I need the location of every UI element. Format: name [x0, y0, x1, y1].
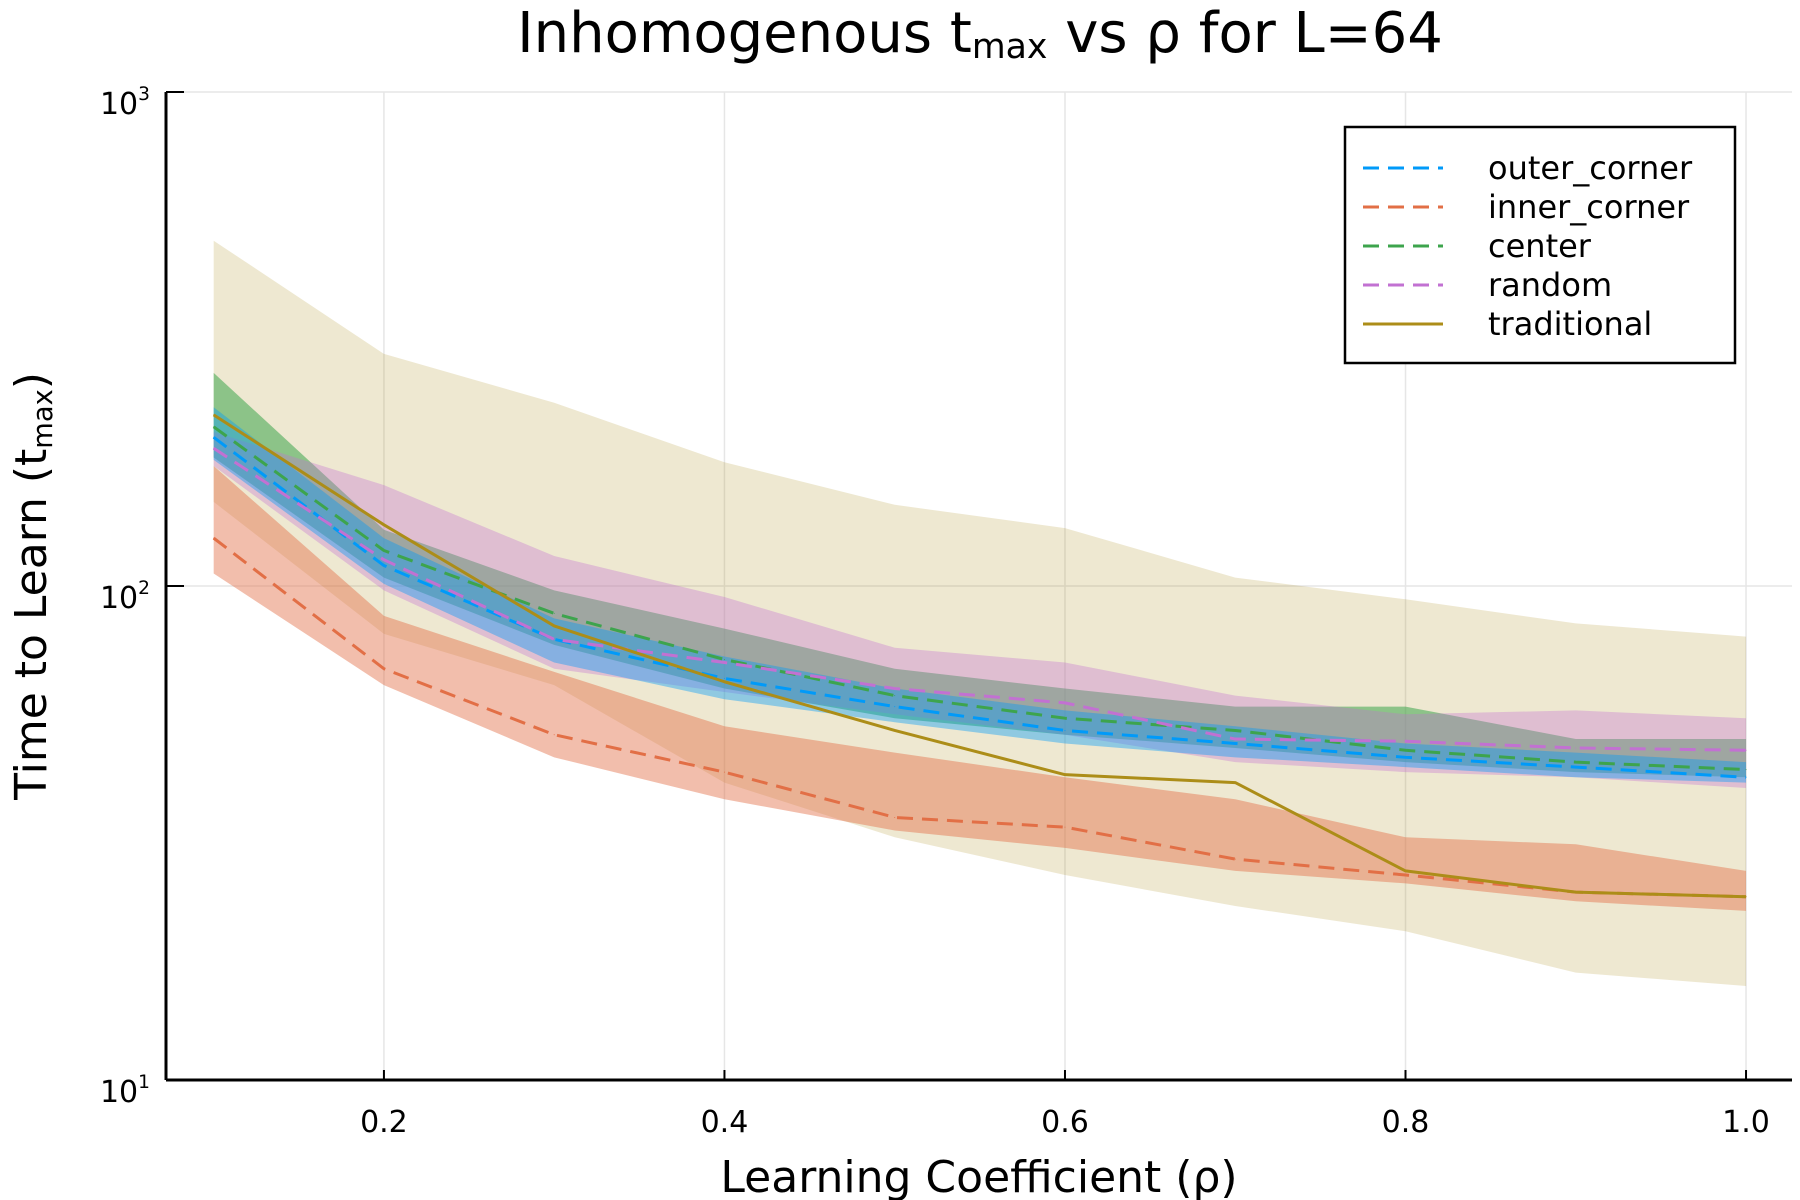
- series-lines: [212, 413, 1747, 899]
- line-random: [212, 447, 1747, 752]
- band-random: [213, 431, 1747, 789]
- point-inner_corner: [553, 734, 555, 736]
- point-center: [894, 695, 896, 697]
- point-traditional: [553, 625, 555, 627]
- point-traditional: [723, 681, 725, 683]
- point-outer_corner: [1575, 766, 1577, 768]
- point-random: [723, 662, 725, 664]
- point-traditional: [383, 524, 385, 526]
- line-inner_corner: [212, 536, 1747, 899]
- legend-label-random: random: [1488, 266, 1612, 304]
- y-axis-label: Time to Learn (tmax): [6, 372, 59, 801]
- point-random: [894, 688, 896, 690]
- point-inner_corner: [723, 771, 725, 773]
- point-outer_corner: [894, 706, 896, 708]
- x-tick-label: 0.8: [1382, 1105, 1430, 1140]
- point-outer_corner: [213, 436, 215, 438]
- point-random: [1745, 749, 1747, 751]
- point-center: [1064, 717, 1066, 719]
- line-center: [212, 425, 1747, 772]
- x-axis-label: Learning Coefficient (ρ): [720, 1152, 1237, 1200]
- point-random: [1575, 747, 1577, 749]
- legend-label-inner_corner: inner_corner: [1488, 188, 1690, 226]
- x-tick-label: 0.2: [360, 1105, 408, 1140]
- point-inner_corner: [1234, 858, 1236, 860]
- y-tick-label: 102: [100, 578, 150, 616]
- line-outer_corner: [212, 436, 1747, 779]
- point-traditional: [1405, 870, 1407, 872]
- point-inner_corner: [894, 816, 896, 818]
- point-center: [1575, 761, 1577, 763]
- band-traditional: [213, 240, 1747, 986]
- x-tick-label: 0.4: [701, 1105, 749, 1140]
- legend-label-traditional: traditional: [1488, 305, 1652, 343]
- point-outer_corner: [1405, 756, 1407, 758]
- x-tick-label: 0.6: [1041, 1105, 1089, 1140]
- point-center: [1405, 749, 1407, 751]
- x-tick-label: 1.0: [1722, 1105, 1770, 1140]
- point-random: [1064, 702, 1066, 704]
- y-tick-label: 103: [100, 84, 150, 122]
- point-random: [383, 559, 385, 561]
- point-random: [213, 447, 215, 449]
- legend-label-outer_corner: outer_corner: [1488, 149, 1693, 187]
- point-traditional: [894, 729, 896, 731]
- point-random: [553, 638, 555, 640]
- point-traditional: [213, 414, 215, 416]
- line-traditional: [212, 413, 1747, 899]
- point-traditional: [1064, 774, 1066, 776]
- y-tick-label: 101: [100, 1072, 150, 1110]
- point-center: [213, 426, 215, 428]
- band-center: [213, 372, 1747, 778]
- point-center: [1234, 729, 1236, 731]
- point-traditional: [1745, 896, 1747, 898]
- point-center: [1745, 769, 1747, 771]
- chart-title: Inhomogenous tmax vs ρ for L=64: [517, 1, 1443, 67]
- point-outer_corner: [723, 677, 725, 679]
- point-center: [723, 658, 725, 660]
- point-inner_corner: [1405, 874, 1407, 876]
- point-center: [553, 612, 555, 614]
- point-traditional: [1575, 891, 1577, 893]
- point-inner_corner: [383, 668, 385, 670]
- x-ticks: 0.2 0.4 0.6 0.8 1.0: [360, 1070, 1770, 1140]
- point-outer_corner: [383, 565, 385, 567]
- point-inner_corner: [213, 537, 215, 539]
- point-inner_corner: [1064, 826, 1066, 828]
- point-outer_corner: [1745, 776, 1747, 778]
- point-center: [383, 549, 385, 551]
- legend-label-center: center: [1488, 227, 1592, 265]
- point-outer_corner: [1064, 729, 1066, 731]
- legend: outer_cornerinner_cornercenterrandomtrad…: [1343, 125, 1737, 365]
- point-random: [1234, 738, 1236, 740]
- point-random: [1405, 740, 1407, 742]
- point-traditional: [1234, 782, 1236, 784]
- y-ticks: 101 102 103: [100, 84, 184, 1110]
- point-outer_corner: [1234, 742, 1236, 744]
